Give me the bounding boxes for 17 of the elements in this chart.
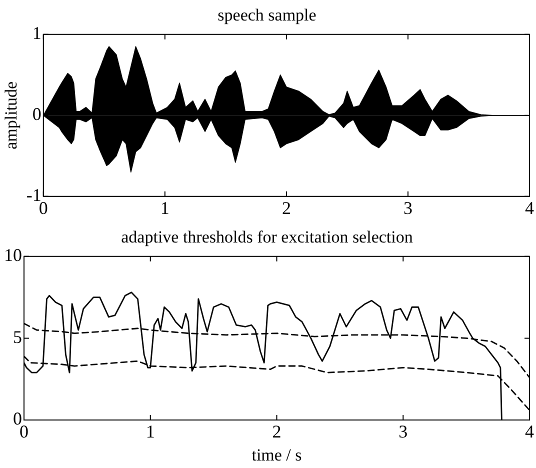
x-tick-label: 1 [160, 198, 170, 218]
x-tick-label: 2 [282, 198, 291, 218]
x-tick-label: 3 [403, 198, 412, 218]
y-tick-label: 1 [32, 23, 42, 44]
x-tick-label: 4 [525, 198, 534, 218]
chart-title: adaptive thresholds for excitation selection [121, 228, 414, 247]
y-tick-label: 5 [13, 326, 22, 347]
x-tick-label: 4 [525, 422, 534, 442]
y-tick-label: 10 [4, 245, 22, 266]
x-axis-title: time / s [252, 445, 302, 464]
x-tick-label: 2 [272, 422, 282, 442]
chart-title: speech sample [218, 6, 316, 25]
y-axis-title: amplitude [2, 81, 21, 150]
y-tick-label: 0 [13, 408, 22, 429]
x-tick-label: 3 [398, 422, 408, 442]
x-tick-label: 1 [146, 422, 155, 442]
y-tick-label: 0 [32, 104, 42, 124]
